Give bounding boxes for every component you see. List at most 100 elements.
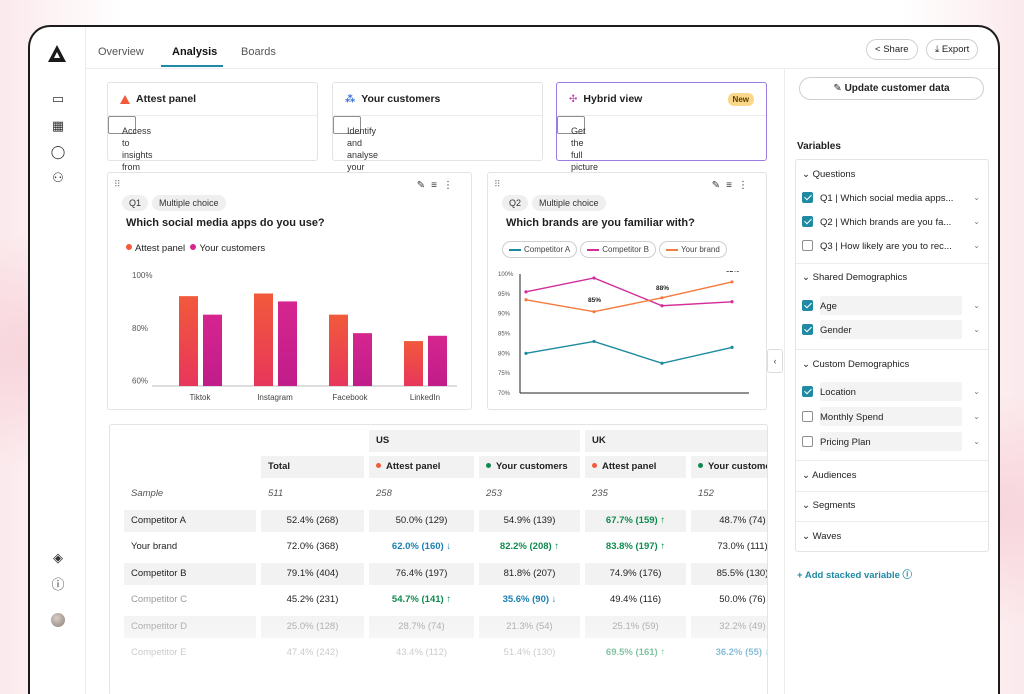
table-cell: 48.7% (74) — [691, 509, 767, 532]
more-icon[interactable]: ⋮ — [738, 180, 754, 191]
edit-icon[interactable]: ✎ — [711, 180, 727, 191]
card-hybrid-view[interactable]: ✣ Hybrid view New Get the full picture b… — [556, 82, 767, 256]
item-bg — [820, 382, 962, 401]
card-description: Identify and analyse your own customer s… — [333, 116, 386, 244]
edit-icon[interactable]: ✎ — [416, 180, 432, 191]
column-header: Your customers — [691, 456, 767, 478]
checkbox[interactable] — [802, 240, 813, 251]
bar-linkedin-0 — [404, 341, 423, 386]
section-shared-demographics[interactable]: ⌄ Shared Demographics — [802, 272, 908, 283]
folder-icon[interactable]: ▭ — [51, 91, 65, 106]
bar-facebook-1 — [353, 333, 372, 386]
y-tick-label: 80% — [132, 324, 148, 333]
question-item-q1[interactable]: Q1 | Which social media apps... — [802, 192, 953, 204]
tab-boards[interactable]: Boards — [241, 46, 276, 58]
card-your-customers[interactable]: ⁂ Your customers Identify and analyse yo… — [332, 82, 543, 244]
question-item-q2[interactable]: Q2 | Which brands are you fa... — [802, 216, 951, 228]
table-cell: 511 — [268, 488, 284, 499]
column-dot — [376, 463, 381, 468]
question-title: Which social media apps do you use? — [126, 217, 325, 229]
series-point-0-3 — [730, 345, 734, 349]
item-bg — [820, 432, 962, 451]
crosstab-table: US UK Total Attest panel Your customers Attes… — [109, 424, 768, 694]
orbit-icon[interactable]: ◯ — [50, 144, 66, 159]
chevron-down-icon[interactable]: ⌄ — [973, 387, 980, 396]
more-icon[interactable]: ⋮ — [443, 180, 459, 191]
custom-item-location[interactable]: Location — [802, 386, 856, 398]
series-point-2-1 — [592, 310, 596, 314]
row-label: Competitor E — [131, 647, 187, 658]
chevron-down-icon[interactable]: ⌄ — [973, 301, 980, 310]
series-point-2-2 — [660, 296, 664, 300]
drag-handle-icon[interactable]: ⠿ — [114, 179, 121, 189]
share-button[interactable]: < Share — [866, 39, 918, 60]
chevron-down-icon[interactable]: ⌄ — [973, 437, 980, 446]
tab-analysis[interactable]: Analysis — [172, 46, 218, 58]
attest-logo-icon[interactable] — [48, 45, 66, 62]
collapse-panel-button[interactable]: ‹ — [767, 349, 783, 373]
checkbox[interactable] — [802, 300, 813, 311]
question-number-chip: Q2 — [502, 195, 529, 211]
section-waves[interactable]: ⌄ Waves — [802, 531, 842, 542]
checkbox[interactable] — [802, 386, 813, 397]
series-point-0-1 — [592, 339, 596, 344]
chevron-down-icon[interactable]: ⌄ — [973, 325, 980, 334]
column-dot — [486, 463, 491, 468]
section-custom-demographics[interactable]: ⌄ Custom Demographics — [802, 359, 910, 370]
legend-pill-competitor-b[interactable]: Competitor B — [580, 241, 656, 258]
x-tick-label: Facebook — [332, 393, 368, 402]
table-cell: 35.6% (90) ↓ — [502, 594, 557, 605]
custom-item-monthly-spend[interactable]: Monthly Spend — [802, 411, 883, 423]
card-attest-panel[interactable]: Attest panel Access to insights from 59 … — [107, 82, 318, 256]
chevron-down-icon[interactable]: ⌄ — [973, 217, 980, 226]
checkbox[interactable] — [802, 216, 813, 227]
section-segments[interactable]: ⌄ Segments — [802, 500, 856, 511]
filter-icon[interactable]: ≡ — [431, 180, 443, 191]
avatar[interactable] — [51, 613, 65, 627]
section-questions[interactable]: ⌄ Questions — [802, 169, 856, 180]
table-cell: 43.4% (112) — [395, 647, 448, 658]
add-stacked-variable-link[interactable]: + Add stacked variable ⓘ — [797, 570, 913, 581]
graduation-cap-icon[interactable]: ◈ — [53, 550, 63, 565]
custom-item-pricing-plan[interactable]: Pricing Plan — [802, 436, 871, 448]
chevron-down-icon[interactable]: ⌄ — [973, 193, 980, 202]
table-cell: 85.5% (130) — [691, 562, 767, 585]
table-cell: 51.4% (130) — [503, 647, 556, 658]
update-customer-data-button[interactable]: ✎ Update customer data — [799, 77, 984, 100]
left-rail: ▭ ▦ ◯ ⚇ ◈ ⓘ — [30, 27, 86, 694]
export-button[interactable]: ⤓ Export — [926, 39, 979, 60]
help-icon[interactable]: ⓘ — [51, 577, 65, 592]
card-description: Get the full picture by comparing your c… — [557, 116, 613, 256]
table-cell: 45.2% (231) — [286, 594, 339, 605]
row-label: Competitor B — [124, 562, 256, 585]
checkbox[interactable] — [802, 324, 813, 335]
series-point-0-0 — [524, 351, 528, 355]
filter-icon[interactable]: ≡ — [726, 180, 738, 191]
checkbox[interactable] — [802, 436, 813, 447]
table-cell: 50.0% (129) — [369, 509, 474, 532]
legend-label: Your customers — [199, 243, 266, 254]
table-cell: 235 — [592, 488, 608, 499]
row-label: Competitor A — [124, 509, 256, 532]
new-badge: New — [727, 92, 754, 106]
shared-item-gender[interactable]: Gender — [802, 324, 852, 336]
shared-item-age[interactable]: Age — [802, 300, 837, 312]
legend-pill-competitor-a[interactable]: Competitor A — [502, 241, 578, 258]
table-cell: 82.2% (208) ↑ — [499, 541, 560, 552]
chevron-down-icon[interactable]: ⌄ — [973, 412, 980, 421]
question-item-q3[interactable]: Q3 | How likely are you to rec... — [802, 240, 952, 252]
series-point-2-3 — [730, 280, 734, 284]
y-tick-label: 100% — [498, 272, 514, 278]
q2-chart-panel: ⠿ ✎≡⋮ Q2 Multiple choice Which brands are… — [487, 172, 767, 410]
checkbox[interactable] — [802, 192, 813, 203]
tab-overview[interactable]: Overview — [98, 46, 144, 58]
drag-handle-icon[interactable]: ⠿ — [494, 179, 501, 189]
chevron-down-icon[interactable]: ⌄ — [973, 241, 980, 250]
card-description: Access to insights from 59 countries fro… — [108, 116, 174, 256]
checkbox[interactable] — [802, 411, 813, 422]
users-icon[interactable]: ⚇ — [52, 170, 64, 185]
section-audiences[interactable]: ⌄ Audiences — [802, 470, 857, 481]
qr-grid-icon[interactable]: ▦ — [51, 118, 65, 133]
y-tick-label: 60% — [132, 377, 148, 386]
legend-pill-your-brand[interactable]: Your brand — [658, 241, 727, 258]
